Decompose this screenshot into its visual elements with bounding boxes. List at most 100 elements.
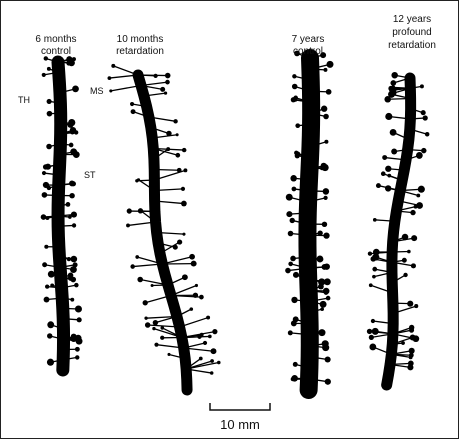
spine	[183, 347, 214, 352]
spine	[137, 74, 168, 77]
spine	[392, 237, 415, 243]
spine-head	[408, 352, 414, 358]
spine-head	[46, 358, 55, 366]
panel-label: control	[293, 46, 323, 57]
spine	[136, 179, 155, 182]
spine-head	[368, 334, 374, 340]
spine-head	[323, 232, 330, 239]
annotation: TH	[18, 95, 30, 105]
spine	[110, 84, 142, 92]
spine-head	[408, 347, 415, 354]
spine-head	[290, 255, 296, 262]
spine	[392, 305, 417, 314]
spine-head	[372, 274, 376, 279]
spine	[409, 128, 428, 135]
spine-head	[69, 127, 77, 134]
spine	[373, 271, 393, 278]
spine-head	[42, 262, 48, 268]
spine-head	[375, 183, 381, 189]
spine	[308, 289, 327, 294]
spine	[374, 268, 393, 274]
spine	[391, 353, 412, 356]
spine	[154, 168, 180, 171]
spine	[391, 261, 414, 267]
spine-head	[68, 59, 75, 67]
spine-head	[189, 307, 194, 311]
spine	[167, 276, 186, 286]
spine	[400, 189, 419, 197]
spine-head	[198, 356, 203, 361]
spine-head	[401, 257, 407, 263]
spine-head	[323, 278, 331, 286]
spine-head	[70, 181, 76, 187]
spine-head	[144, 316, 148, 320]
spine-head	[182, 232, 186, 236]
spine-head	[69, 192, 75, 199]
spine-head	[152, 319, 159, 326]
spine-head	[175, 133, 179, 137]
spine-head	[44, 163, 51, 170]
spine	[294, 85, 312, 92]
spine-head	[391, 148, 398, 155]
spine	[43, 71, 59, 76]
spine	[396, 206, 416, 212]
spine-head	[70, 297, 75, 302]
spine-head	[295, 123, 301, 129]
spine-head	[72, 85, 79, 93]
spine-head	[154, 342, 159, 347]
spine-head	[76, 317, 82, 323]
spine	[140, 210, 156, 223]
spine-head	[190, 260, 197, 267]
spine	[63, 318, 80, 321]
spine-head	[382, 155, 388, 161]
spine	[154, 200, 184, 205]
spine-head	[152, 326, 156, 331]
spine-head	[130, 109, 136, 115]
spine-head	[42, 181, 50, 189]
dendrites	[40, 49, 430, 399]
spine	[186, 368, 212, 374]
spine-head	[417, 185, 425, 193]
spine	[145, 294, 172, 304]
spine-head	[216, 360, 221, 365]
spine	[308, 378, 328, 383]
spine-head	[416, 202, 423, 209]
spine-head	[46, 98, 52, 104]
spine-head	[45, 216, 50, 221]
spine-head	[44, 244, 49, 249]
spine-head	[47, 270, 55, 278]
spine-head	[194, 283, 199, 288]
spine-head	[321, 340, 329, 348]
spine	[57, 58, 75, 63]
spine-head	[326, 60, 334, 68]
spine	[152, 134, 178, 139]
spine-head	[202, 340, 208, 346]
spine	[370, 284, 393, 294]
spine	[398, 200, 420, 207]
spine	[290, 332, 310, 336]
spine	[109, 74, 139, 79]
spine-head	[40, 214, 47, 220]
spine	[58, 224, 75, 227]
spine-head	[65, 202, 71, 207]
spine-head	[137, 208, 144, 214]
spine-head	[391, 71, 398, 79]
spine-head	[324, 139, 329, 144]
spine-head	[72, 262, 78, 268]
spine-head	[209, 371, 214, 375]
spine-head	[294, 50, 300, 57]
spine	[183, 342, 206, 349]
spine-head	[71, 223, 77, 228]
spine-head	[320, 307, 324, 312]
spine	[310, 68, 326, 71]
spine	[389, 175, 403, 181]
spine-head	[175, 152, 181, 158]
spine-head	[189, 253, 195, 260]
spine	[185, 358, 202, 370]
spine-head	[130, 264, 135, 269]
spine-head	[206, 315, 211, 320]
spine	[127, 221, 156, 227]
spine-head	[387, 173, 392, 178]
spine	[387, 97, 411, 100]
